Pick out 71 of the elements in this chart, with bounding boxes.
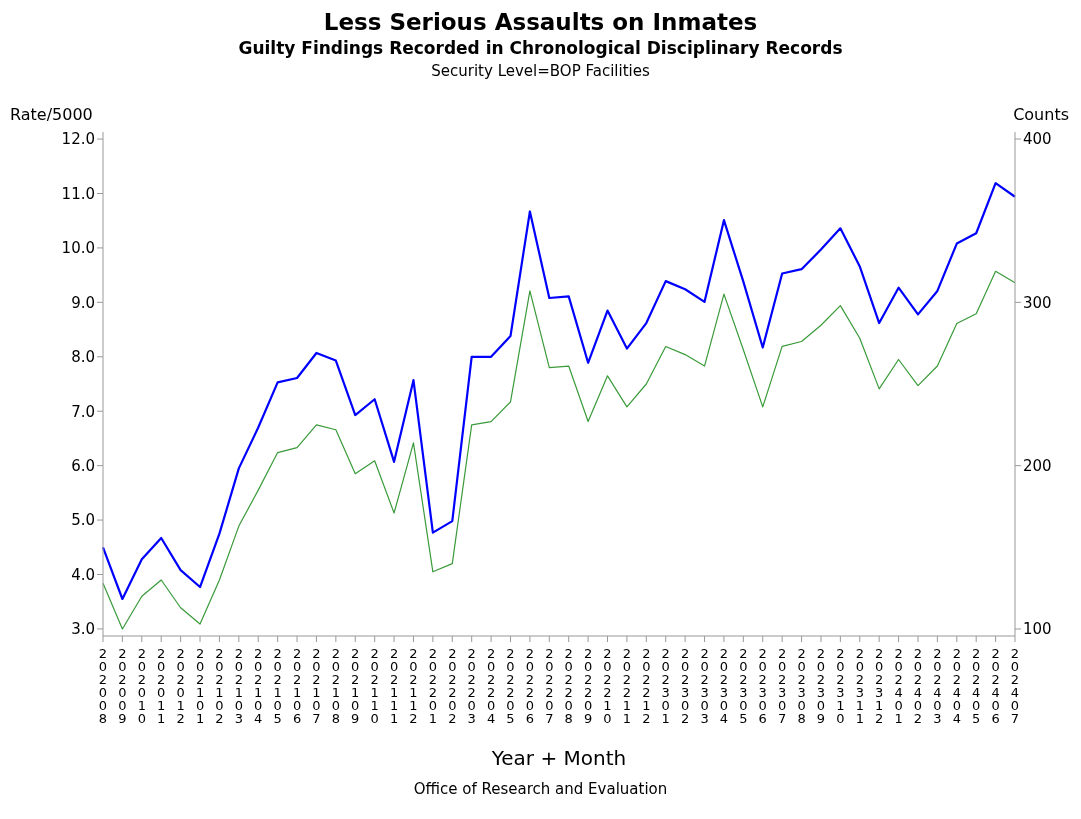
y2-tick-label: 300 [1023, 293, 1052, 312]
x-tick-label: 202403 [933, 646, 942, 726]
y-tick-label: 11.0 [61, 184, 95, 203]
x-tick-label: 202305 [739, 646, 748, 726]
x-tick-label: 202405 [972, 646, 981, 726]
x-tick-label: 202103 [234, 646, 243, 726]
y-tick-label: 6.0 [71, 456, 95, 475]
x-tick-label: 202210 [603, 646, 612, 726]
x-tick-label: 202308 [797, 646, 806, 726]
y-tick-label: 3.0 [71, 620, 95, 639]
x-tick-label: 202311 [855, 646, 864, 726]
chart-title: Less Serious Assaults on Inmates [322, 8, 759, 36]
x-tick-label: 202110 [370, 646, 379, 726]
x-tick-label: 202107 [312, 646, 321, 726]
x-tick-label: 202108 [331, 646, 340, 726]
x-tick-label: 202203 [467, 646, 476, 726]
x-tick-label: 202008 [98, 646, 108, 726]
x-tick-label: 202301 [661, 646, 670, 726]
x-tick-label: 202012 [176, 646, 185, 726]
x-tick-label: 202209 [583, 646, 593, 726]
y-axis-title: Rate/5000 [10, 105, 93, 124]
x-tick-label: 202101 [195, 646, 205, 726]
x-tick-label: 202211 [622, 646, 632, 726]
x-tick-label: 202102 [215, 646, 224, 726]
x-tick-label: 202010 [137, 646, 146, 726]
x-tick-label: 202207 [545, 646, 554, 726]
x-tick-label: 202205 [506, 646, 515, 726]
x-tick-label: 202406 [991, 646, 1000, 726]
x-tick-label: 202112 [409, 646, 418, 726]
y-tick-label: 4.0 [71, 565, 95, 584]
y2-tick-label: 200 [1023, 456, 1052, 475]
x-tick-label: 202011 [157, 646, 166, 726]
x-axis-title: Year + Month [490, 746, 627, 770]
text: Security Level=BOP Facilities [430, 61, 651, 82]
x-tick-label: 202302 [680, 646, 690, 726]
x-tick-label: 202202 [448, 646, 457, 726]
x-tick-label: 202404 [952, 646, 961, 726]
x-tick-label: 202306 [758, 646, 767, 726]
x-tick-label: 202304 [719, 646, 729, 726]
x-tick-label: 202401 [894, 646, 903, 726]
x-tick-label: 202109 [351, 646, 360, 726]
x-tick-label: 202201 [428, 646, 438, 726]
y-tick-label: 10.0 [61, 239, 95, 258]
chart-subtitle: Guilty Findings Recorded in Chronological Disciplinary Records [237, 37, 844, 60]
y2-axis-title: Counts [1013, 105, 1069, 124]
y2-tick-label: 400 [1023, 130, 1052, 149]
y-tick-label: 12.0 [61, 130, 95, 149]
x-tick-label: 202309 [816, 646, 826, 726]
y-tick-label: 9.0 [71, 293, 95, 312]
x-tick-label: 202111 [389, 646, 399, 726]
text: Office of Research and Evaluation [412, 780, 669, 798]
x-tick-label: 202212 [642, 646, 651, 726]
x-tick-label: 202402 [913, 646, 923, 726]
x-tick-label: 202206 [525, 646, 535, 726]
x-tick-label: 202105 [273, 646, 282, 726]
x-tick-label: 202104 [254, 646, 263, 726]
x-tick-label: 202208 [564, 646, 573, 726]
x-tick-label: 202310 [836, 646, 845, 726]
y-tick-label: 8.0 [71, 348, 95, 367]
x-tick-label: 202303 [700, 646, 709, 726]
x-tick-label: 202009 [118, 646, 127, 726]
y-tick-label: 7.0 [71, 402, 95, 421]
x-tick-label: 202312 [875, 646, 884, 726]
y-tick-label: 5.0 [71, 511, 95, 530]
line-series [101, 182, 1017, 601]
x-tick-label: 202204 [486, 646, 496, 726]
x-tick-label: 202106 [292, 646, 302, 726]
x-tick-label: 202407 [1010, 646, 1020, 726]
y2-tick-label: 100 [1023, 620, 1052, 639]
line-series [102, 270, 1016, 630]
x-tick-label: 202307 [778, 646, 787, 726]
